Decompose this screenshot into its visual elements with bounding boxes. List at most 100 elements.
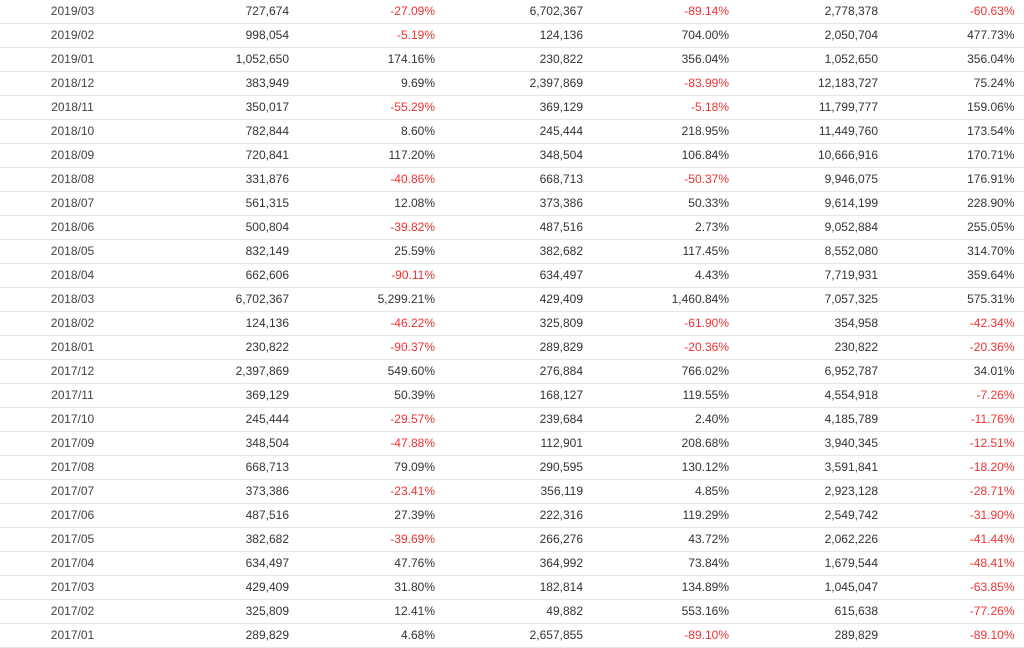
change-a-cell: 12.08% [298, 191, 444, 216]
table-row: 2019/03 727,674 -27.09% 6,702,367 -89.14% 2,7… [0, 0, 1024, 24]
value-a-cell: 382,682 [145, 527, 298, 552]
value-a-cell: 369,129 [145, 383, 298, 408]
table-row: 2018/09 720,841 117.20% 348,504 106.84% 10,66… [0, 143, 1024, 168]
change-b-cell: 73.84% [592, 551, 738, 576]
change-c-cell: -12.51% [887, 431, 1024, 456]
change-b-cell: 1,460.84% [592, 287, 738, 312]
value-c-cell: 12,183,727 [738, 71, 887, 96]
month-cell: 2018/08 [0, 167, 145, 192]
value-c-cell: 10,666,916 [738, 143, 887, 168]
change-a-cell: -27.09% [298, 0, 444, 24]
value-c-cell: 11,449,760 [738, 119, 887, 144]
value-a-cell: 124,136 [145, 311, 298, 336]
month-cell: 2018/04 [0, 263, 145, 288]
month-cell: 2018/05 [0, 239, 145, 264]
table-row: 2019/02 998,054 -5.19% 124,136 704.00% 2,050,… [0, 23, 1024, 48]
value-a-cell: 720,841 [145, 143, 298, 168]
change-b-cell: -89.14% [592, 0, 738, 24]
change-a-cell: 117.20% [298, 143, 444, 168]
month-cell: 2018/12 [0, 71, 145, 96]
value-a-cell: 245,444 [145, 407, 298, 432]
value-b-cell: 168,127 [444, 383, 592, 408]
value-c-cell: 9,614,199 [738, 191, 887, 216]
month-cell: 2017/12 [0, 359, 145, 384]
change-b-cell: 4.43% [592, 263, 738, 288]
change-b-cell: 130.12% [592, 455, 738, 480]
table-row: 2018/08 331,876 -40.86% 668,713 -50.37% 9,946… [0, 167, 1024, 192]
value-a-cell: 383,949 [145, 71, 298, 96]
value-c-cell: 7,057,325 [738, 287, 887, 312]
change-b-cell: 106.84% [592, 143, 738, 168]
value-a-cell: 348,504 [145, 431, 298, 456]
value-a-cell: 289,829 [145, 623, 298, 648]
change-b-cell: 208.68% [592, 431, 738, 456]
value-b-cell: 668,713 [444, 167, 592, 192]
table-row: 2017/11 369,129 50.39% 168,127 119.55% 4,554,… [0, 383, 1024, 408]
change-b-cell: -5.18% [592, 95, 738, 120]
change-b-cell: -50.37% [592, 167, 738, 192]
value-b-cell: 6,702,367 [444, 0, 592, 24]
value-c-cell: 2,923,128 [738, 479, 887, 504]
value-c-cell: 2,062,226 [738, 527, 887, 552]
value-b-cell: 2,397,869 [444, 71, 592, 96]
change-a-cell: -90.11% [298, 263, 444, 288]
month-cell: 2018/06 [0, 215, 145, 240]
value-b-cell: 429,409 [444, 287, 592, 312]
change-c-cell: -11.76% [887, 407, 1024, 432]
change-b-cell: -20.36% [592, 335, 738, 360]
change-a-cell: -39.69% [298, 527, 444, 552]
change-b-cell: 553.16% [592, 599, 738, 624]
table-row: 2017/10 245,444 -29.57% 239,684 2.40% 4,185,7… [0, 407, 1024, 432]
value-c-cell: 1,052,650 [738, 47, 887, 72]
value-c-cell: 11,799,777 [738, 95, 887, 120]
value-a-cell: 662,606 [145, 263, 298, 288]
change-a-cell: 9.69% [298, 71, 444, 96]
table-row: 2018/01 230,822 -90.37% 289,829 -20.36% 230,8… [0, 335, 1024, 360]
change-c-cell: 228.90% [887, 191, 1024, 216]
table-row: 2018/12 383,949 9.69% 2,397,869 -83.99% 12,18… [0, 71, 1024, 96]
change-c-cell: -31.90% [887, 503, 1024, 528]
month-cell: 2018/11 [0, 95, 145, 120]
value-c-cell: 9,052,884 [738, 215, 887, 240]
month-cell: 2017/10 [0, 407, 145, 432]
value-a-cell: 230,822 [145, 335, 298, 360]
value-a-cell: 6,702,367 [145, 287, 298, 312]
change-c-cell: -42.34% [887, 311, 1024, 336]
value-c-cell: 3,940,345 [738, 431, 887, 456]
value-b-cell: 348,504 [444, 143, 592, 168]
table-row: 2017/09 348,504 -47.88% 112,901 208.68% 3,940… [0, 431, 1024, 456]
value-c-cell: 354,958 [738, 311, 887, 336]
value-b-cell: 289,829 [444, 335, 592, 360]
change-b-cell: -61.90% [592, 311, 738, 336]
change-a-cell: 47.76% [298, 551, 444, 576]
change-a-cell: 79.09% [298, 455, 444, 480]
change-c-cell: 75.24% [887, 71, 1024, 96]
value-c-cell: 8,552,080 [738, 239, 887, 264]
table-row: 2017/12 2,397,869 549.60% 276,884 766.02% 6,9… [0, 359, 1024, 384]
value-a-cell: 668,713 [145, 455, 298, 480]
month-cell: 2018/02 [0, 311, 145, 336]
value-b-cell: 373,386 [444, 191, 592, 216]
value-a-cell: 487,516 [145, 503, 298, 528]
change-c-cell: 359.64% [887, 263, 1024, 288]
value-c-cell: 7,719,931 [738, 263, 887, 288]
month-cell: 2019/02 [0, 23, 145, 48]
month-cell: 2019/01 [0, 47, 145, 72]
change-b-cell: 50.33% [592, 191, 738, 216]
value-b-cell: 266,276 [444, 527, 592, 552]
change-b-cell: 766.02% [592, 359, 738, 384]
value-a-cell: 998,054 [145, 23, 298, 48]
value-b-cell: 276,884 [444, 359, 592, 384]
change-b-cell: 2.40% [592, 407, 738, 432]
change-c-cell: 159.06% [887, 95, 1024, 120]
change-b-cell: 356.04% [592, 47, 738, 72]
table-row: 2018/10 782,844 8.60% 245,444 218.95% 11,449,… [0, 119, 1024, 144]
value-a-cell: 331,876 [145, 167, 298, 192]
change-c-cell: 356.04% [887, 47, 1024, 72]
value-b-cell: 230,822 [444, 47, 592, 72]
change-b-cell: 218.95% [592, 119, 738, 144]
value-a-cell: 429,409 [145, 575, 298, 600]
value-b-cell: 382,682 [444, 239, 592, 264]
value-c-cell: 230,822 [738, 335, 887, 360]
